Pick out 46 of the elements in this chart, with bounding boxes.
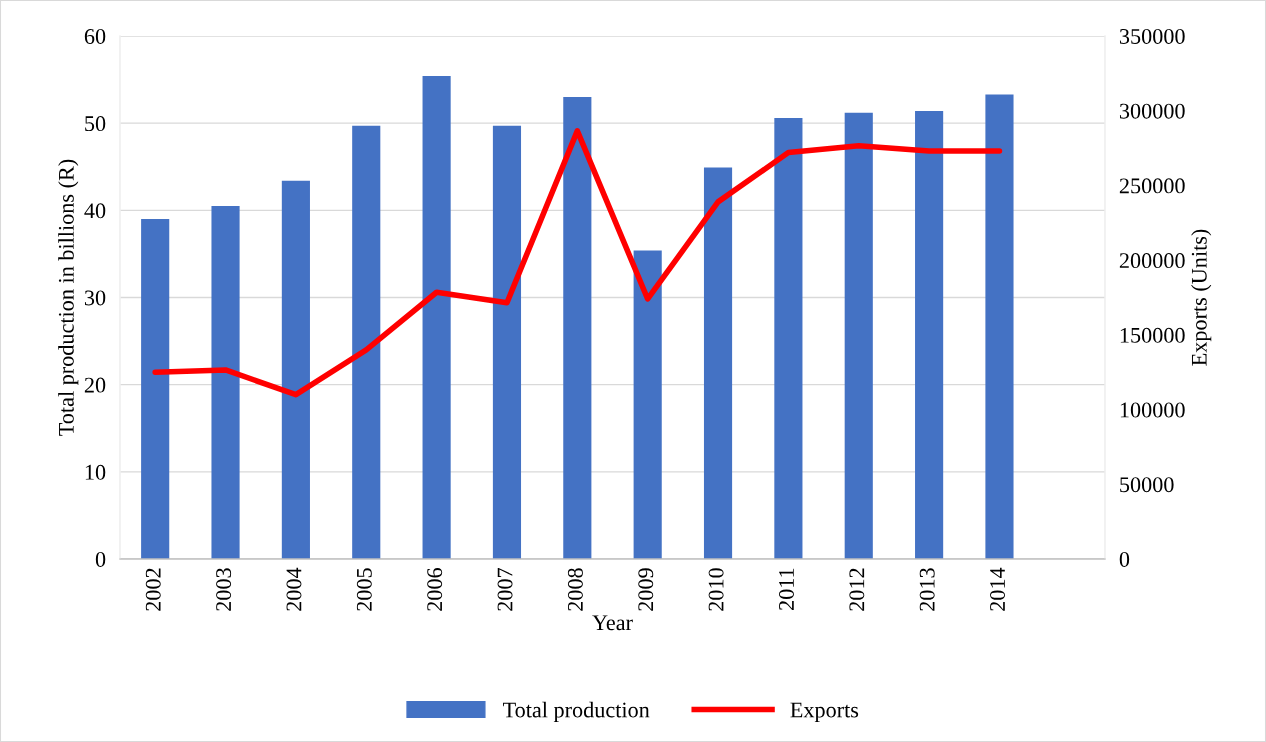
y2-tick-label: 100000: [1120, 402, 1185, 418]
x-tick-label: 2010: [708, 568, 724, 611]
y-tick-label: 50: [85, 116, 106, 132]
y2-tick-label: 200000: [1119, 253, 1185, 269]
bar: [352, 125, 381, 559]
y2-tick-label: 0: [1119, 551, 1130, 567]
x-tick-label: 2002: [145, 568, 161, 611]
bar: [703, 167, 733, 559]
y-tick-label: 30: [84, 290, 106, 306]
x-tick-label: 2004: [286, 567, 302, 611]
bar: [563, 97, 592, 559]
y-axis-title: Total production in billions (R): [58, 159, 79, 436]
legend-label: Total production: [503, 701, 650, 722]
bar: [774, 117, 803, 559]
bar: [985, 94, 1014, 559]
y-tick-label: 10: [85, 464, 106, 480]
bar: [915, 110, 944, 559]
y2-tick-label: 350000: [1119, 28, 1185, 44]
y-tick-label: 60: [84, 28, 106, 44]
x-tick-label: 2012: [849, 568, 865, 611]
bar: [492, 125, 522, 559]
y2-tick-label: 50000: [1120, 477, 1174, 493]
y2-tick-label: 300000: [1119, 103, 1185, 119]
y-tick-label: 0: [95, 551, 106, 567]
bar: [422, 76, 451, 559]
x-tick-label: 2003: [216, 568, 232, 611]
y2-tick-label: 150000: [1120, 327, 1185, 343]
bar: [281, 180, 310, 559]
y-tick-label: 40: [84, 203, 106, 219]
bar: [633, 250, 662, 559]
bar: [844, 112, 873, 559]
y-tick-label: 20: [84, 377, 106, 393]
legend-label: Exports: [790, 702, 859, 722]
bar: [211, 205, 240, 559]
y2-tick-label: 250000: [1119, 178, 1185, 194]
bar: [141, 219, 170, 559]
x-tick-label: 2009: [638, 568, 654, 611]
x-tick-label: 2006: [427, 568, 443, 611]
x-tick-label: 2008: [567, 568, 583, 611]
y2-axis-title: Exports (Units): [1191, 229, 1212, 366]
x-axis-title: Year: [592, 615, 633, 631]
x-tick-label: 2011: [778, 568, 794, 610]
x-tick-label: 2007: [497, 567, 513, 611]
x-tick-label: 2013: [919, 568, 935, 611]
x-tick-label: 2005: [356, 568, 372, 611]
x-tick-label: 2014: [990, 567, 1006, 611]
